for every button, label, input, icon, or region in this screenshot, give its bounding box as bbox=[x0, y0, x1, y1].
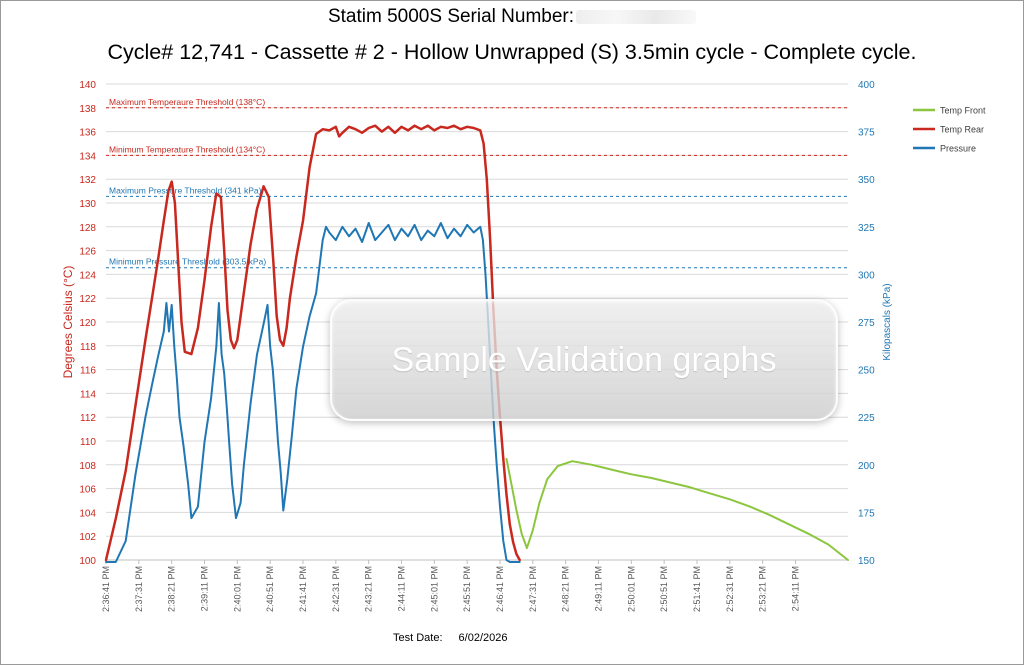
y-left-tick-label: 118 bbox=[80, 342, 96, 353]
y-left-tick-label: 128 bbox=[79, 223, 96, 234]
y-left-tick-label: 100 bbox=[79, 556, 96, 567]
x-tick-label: 2:47:31 PM bbox=[528, 566, 538, 612]
x-tick-label: 2:53:21 PM bbox=[758, 566, 768, 612]
watermark-banner: Sample Validation graphs bbox=[330, 299, 838, 421]
y-right-tick-label: 200 bbox=[858, 461, 875, 472]
y-left-axis-title: Degrees Celsius (°C) bbox=[61, 266, 75, 379]
threshold-label: Minimum Pressure Threshold (303.5 kPa) bbox=[109, 257, 266, 267]
x-tick-label: 2:45:01 PM bbox=[429, 566, 439, 612]
chart-title: Statim 5000S Serial Number: bbox=[0, 6, 1024, 28]
x-tick-label: 2:40:01 PM bbox=[232, 566, 242, 612]
y-left-tick-label: 134 bbox=[79, 151, 96, 162]
x-tick-label: 2:48:21 PM bbox=[561, 566, 571, 612]
x-tick-label: 2:36:41 PM bbox=[101, 566, 111, 612]
y-left-tick-label: 106 bbox=[79, 485, 96, 496]
legend-label: Pressure bbox=[940, 144, 976, 154]
x-tick-label: 2:52:31 PM bbox=[725, 566, 735, 612]
y-left-tick-label: 136 bbox=[79, 128, 96, 139]
y-right-tick-label: 325 bbox=[858, 223, 875, 234]
legend-label: Temp Rear bbox=[940, 125, 984, 135]
y-left-tick-label: 114 bbox=[80, 389, 96, 400]
y-left-tick-label: 130 bbox=[79, 199, 96, 210]
y-right-tick-label: 275 bbox=[858, 318, 875, 329]
y-left-tick-label: 102 bbox=[79, 532, 96, 543]
series-line-temp-rear bbox=[104, 124, 521, 562]
y-right-tick-label: 250 bbox=[858, 366, 875, 377]
test-date-label: Test Date: bbox=[393, 632, 443, 644]
y-left-tick-label: 116 bbox=[80, 366, 96, 377]
x-tick-label: 2:50:51 PM bbox=[659, 566, 669, 612]
y-left-tick-label: 112 bbox=[80, 413, 96, 424]
test-date: Test Date: 6/02/2026 bbox=[393, 632, 507, 644]
y-left-tick-label: 120 bbox=[79, 318, 96, 329]
threshold-label: Maximum Temperaure Threshold (138°C) bbox=[109, 97, 265, 107]
y-left-tick-label: 110 bbox=[80, 437, 96, 448]
chart-subtitle: Cycle# 12,741 - Cassette # 2 - Hollow Un… bbox=[107, 40, 917, 64]
test-date-value: 6/02/2026 bbox=[458, 632, 508, 644]
y-right-tick-label: 375 bbox=[858, 128, 875, 139]
y-left-tick-label: 140 bbox=[79, 80, 96, 91]
legend-label: Temp Front bbox=[940, 106, 986, 116]
y-left-tick-label: 126 bbox=[79, 247, 96, 258]
title-serial-label: Statim 5000S Serial Number: bbox=[327, 6, 575, 27]
y-right-tick-label: 225 bbox=[858, 413, 875, 424]
y-left-tick-label: 122 bbox=[79, 294, 96, 305]
x-tick-label: 2:40:51 PM bbox=[265, 566, 275, 612]
y-right-tick-label: 150 bbox=[858, 556, 875, 567]
x-tick-label: 2:49:11 PM bbox=[593, 566, 603, 611]
y-left-tick-label: 108 bbox=[79, 461, 96, 472]
x-tick-label: 2:44:11 PM bbox=[396, 566, 406, 611]
y-right-tick-label: 175 bbox=[858, 508, 875, 519]
x-tick-label: 2:54:11 PM bbox=[790, 566, 800, 611]
x-tick-label: 2:45:51 PM bbox=[462, 566, 472, 612]
y-right-axis-title: Kilopascals (kPa) bbox=[882, 283, 893, 360]
x-tick-label: 2:46:41 PM bbox=[495, 566, 505, 612]
x-tick-label: 2:38:21 PM bbox=[167, 566, 177, 612]
y-left-tick-label: 138 bbox=[79, 104, 96, 115]
y-left-tick-label: 132 bbox=[79, 175, 96, 186]
x-tick-label: 2:42:31 PM bbox=[331, 566, 341, 612]
threshold-label: Maximum Pressure Threshold (341 kPa) bbox=[109, 185, 262, 195]
x-tick-label: 2:43:21 PM bbox=[364, 566, 374, 612]
x-tick-label: 2:39:11 PM bbox=[199, 566, 209, 611]
x-tick-label: 2:37:31 PM bbox=[134, 566, 144, 612]
redacted-serial-number bbox=[576, 9, 697, 24]
y-right-tick-label: 400 bbox=[858, 80, 875, 91]
y-left-tick-label: 104 bbox=[79, 508, 96, 519]
y-right-tick-label: 300 bbox=[858, 270, 875, 281]
series-line-pressure bbox=[105, 222, 521, 563]
series-line-temp-front bbox=[505, 457, 849, 561]
x-tick-label: 2:50:01 PM bbox=[626, 566, 636, 612]
threshold-label: Minimum Temperature Threshold (134°C) bbox=[109, 144, 265, 154]
y-left-tick-label: 124 bbox=[79, 270, 96, 281]
y-right-tick-label: 350 bbox=[858, 175, 875, 186]
x-tick-label: 2:41:41 PM bbox=[298, 566, 308, 612]
x-tick-label: 2:51:41 PM bbox=[692, 566, 702, 612]
